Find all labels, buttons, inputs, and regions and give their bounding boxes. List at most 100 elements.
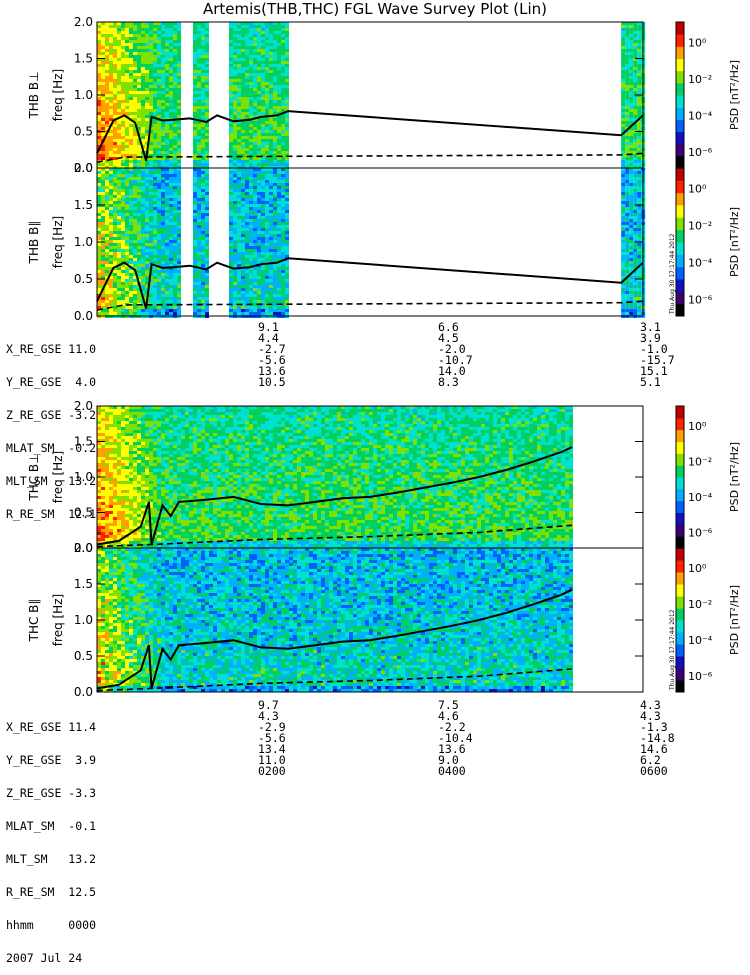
spectrogram-cell [113, 37, 117, 40]
spectrogram-cell [249, 219, 253, 222]
spectrogram-cell [141, 279, 145, 282]
spectrogram-cell [173, 300, 177, 303]
spectrogram-cell [157, 216, 161, 219]
spectrogram-cell [265, 183, 269, 186]
spectrogram-cell [101, 508, 105, 511]
spectrogram-cell [141, 136, 145, 139]
spectrogram-cell [621, 285, 625, 288]
spectrogram-cell [253, 142, 257, 145]
spectrogram-cell [133, 180, 137, 183]
spectrogram-cell [633, 210, 637, 213]
spectrogram-cell [249, 213, 253, 216]
spectrogram-cell [241, 157, 245, 160]
spectrogram-cell [125, 210, 129, 213]
spectrogram-cell [257, 297, 261, 300]
spectrogram-cell [629, 297, 633, 300]
spectrogram-cell [157, 49, 161, 52]
spectrogram-cell [101, 174, 105, 177]
spectrogram-cell [173, 124, 177, 127]
spectrogram-cell [193, 294, 197, 297]
spectrogram-cell [261, 121, 265, 124]
spectrogram-cell [265, 28, 269, 31]
spectrogram-cell [201, 88, 205, 91]
spectrogram-cell [629, 207, 633, 210]
spectrogram-cell [137, 228, 141, 231]
spectrogram-cell [277, 61, 281, 64]
spectrogram-cell [109, 76, 113, 79]
spectrogram-cell [229, 115, 233, 118]
spectrogram-cell [233, 82, 237, 85]
spectrogram-cell [137, 240, 141, 243]
spectrogram-cell [113, 300, 117, 303]
spectrogram-cell [97, 270, 101, 273]
spectrogram-cell [281, 294, 285, 297]
spectrogram-cell [245, 192, 249, 195]
spectrogram-cell [285, 264, 289, 267]
spectrogram-cell [121, 463, 125, 466]
spectrogram-cell [169, 160, 173, 163]
spectrogram-cell [249, 285, 253, 288]
spectrogram-cell [97, 499, 101, 502]
spectrogram-cell [177, 85, 181, 88]
spectrogram-cell [205, 198, 209, 201]
spectrogram-cell [241, 70, 245, 73]
spectrogram-cell [257, 312, 261, 315]
spectrogram-cell [201, 109, 205, 112]
spectrogram-cell [117, 490, 121, 493]
spectrogram-cell [125, 171, 129, 174]
spectrogram-cell [125, 309, 129, 312]
spectrogram-cell [285, 91, 289, 94]
spectrogram-cell [177, 261, 181, 264]
spectrogram-cell [177, 201, 181, 204]
spectrogram-cell [281, 88, 285, 91]
spectrogram-cell [261, 216, 265, 219]
spectrogram-cell [261, 142, 265, 145]
spectrogram-cell [145, 79, 149, 82]
spectrogram-cell [117, 148, 121, 151]
spectrogram-cell [277, 285, 281, 288]
spectrogram-cell [145, 228, 149, 231]
spectrogram-cell [137, 243, 141, 246]
spectrogram-cell [621, 264, 625, 267]
spectrogram-cell [193, 285, 197, 288]
spectrogram-cell [201, 231, 205, 234]
spectrogram-cell [277, 276, 281, 279]
spectrogram-cell [153, 291, 157, 294]
spectrogram-cell [169, 145, 173, 148]
spectrogram-cell [241, 225, 245, 228]
spectrogram-cell [621, 243, 625, 246]
spectrogram-cell [197, 88, 201, 91]
spectrogram-cell [165, 219, 169, 222]
spectrogram-cell [253, 37, 257, 40]
spectrogram-cell [281, 163, 285, 166]
spectrogram-cell [193, 300, 197, 303]
spectrogram-cell [133, 297, 137, 300]
spectrogram-cell [173, 46, 177, 49]
spectrogram-cell [261, 300, 265, 303]
spectrogram-cell [233, 174, 237, 177]
spectrogram-cell [233, 312, 237, 315]
spectrogram-cell [625, 115, 629, 118]
spectrogram-cell [629, 88, 633, 91]
spectrogram-cell [129, 210, 133, 213]
spectrogram-cell [97, 478, 101, 481]
spectrogram-cell [101, 171, 105, 174]
spectrogram-cell [633, 115, 637, 118]
spectrogram-cell [165, 82, 169, 85]
spectrogram-cell [129, 85, 133, 88]
spectrogram-cell [277, 291, 281, 294]
spectrogram-cell [281, 231, 285, 234]
spectrogram-cell [233, 40, 237, 43]
spectrogram-cell [241, 228, 245, 231]
spectrogram-cell [621, 61, 625, 64]
spectrogram-cell [177, 294, 181, 297]
spectrogram-cell [133, 255, 137, 258]
spectrogram-cell [253, 219, 257, 222]
spectrogram-cell [165, 189, 169, 192]
spectrogram-cell [129, 106, 133, 109]
spectrogram-cell [633, 73, 637, 76]
spectrogram-cell [161, 91, 165, 94]
spectrogram-cell [169, 171, 173, 174]
spectrogram-cell [229, 288, 233, 291]
spectrogram-cell [153, 70, 157, 73]
